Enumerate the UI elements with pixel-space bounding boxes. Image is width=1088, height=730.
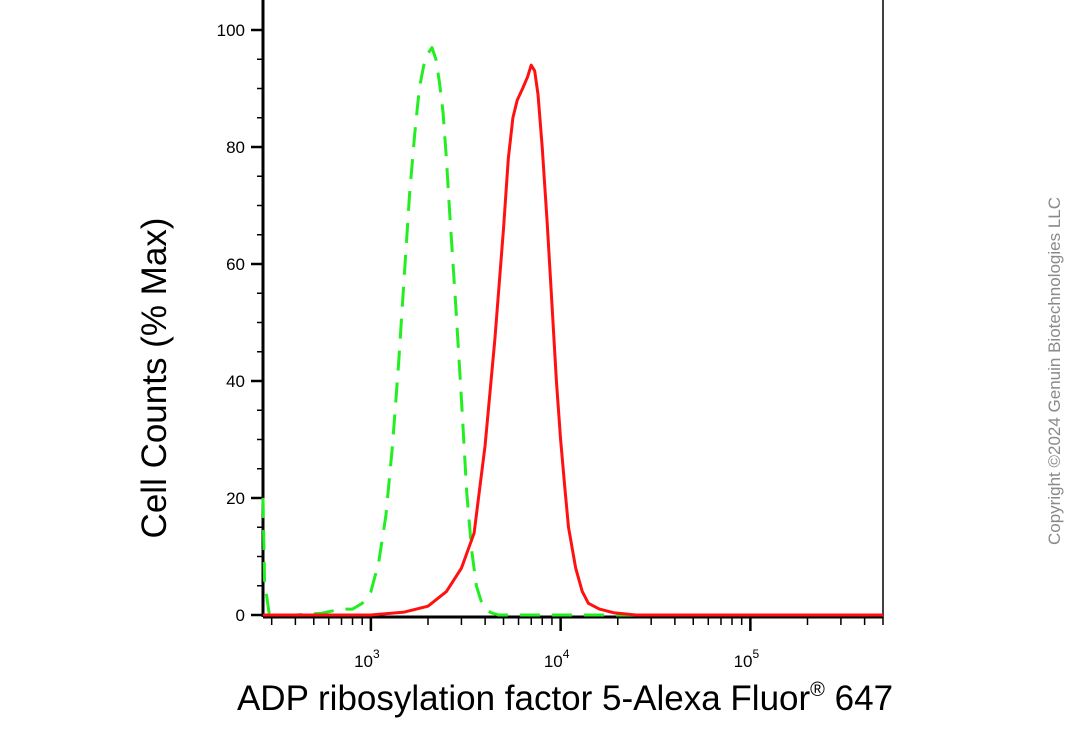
series-green-dashed <box>261 46 883 617</box>
x-axis-title-main: ADP ribosylation factor 5-Alexa Fluor <box>237 679 811 718</box>
y-tick-label: 100 <box>217 21 245 40</box>
plot-frame <box>261 0 884 619</box>
y-tick-label: 40 <box>226 372 245 391</box>
x-axis: 103 104 105 <box>270 617 884 671</box>
y-tick-label: 0 <box>236 606 245 625</box>
x-tick-label: 103 <box>354 647 380 671</box>
x-axis-title: ADP ribosylation factor 5-Alexa Fluor® 6… <box>237 679 893 718</box>
y-tick-label: 60 <box>226 255 245 274</box>
x-axis-title-registered-mark: ® <box>810 679 825 701</box>
x-tick-label: 105 <box>734 647 760 671</box>
copyright-watermark: Copyright ©2024 Genuin Biotechnologies L… <box>1045 196 1064 545</box>
x-axis-title-suffix: 647 <box>825 679 893 718</box>
x-tick-label: 104 <box>544 647 570 671</box>
y-axis: 0 20 40 60 80 100 <box>217 21 263 625</box>
series-red-solid <box>263 63 883 617</box>
y-axis-title: Cell Counts (% Max) <box>135 218 174 539</box>
y-tick-label: 80 <box>226 138 245 157</box>
series-group <box>261 46 883 617</box>
y-tick-label: 20 <box>226 489 245 508</box>
